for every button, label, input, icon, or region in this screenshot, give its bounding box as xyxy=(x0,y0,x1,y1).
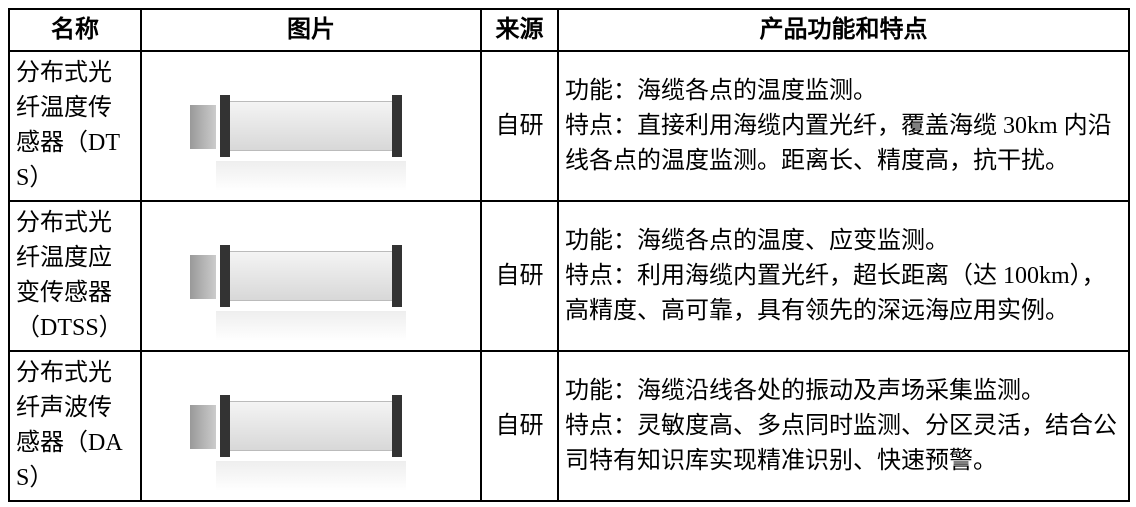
name-cell: 分布式光纤声波传感器（DAS） xyxy=(8,350,142,502)
device-image xyxy=(190,391,406,491)
device-part xyxy=(392,245,402,307)
picture-cell xyxy=(140,350,482,502)
device-part xyxy=(392,95,402,157)
device-part xyxy=(190,105,216,149)
device-part xyxy=(216,311,406,341)
name-cell: 分布式光纤温度应变传感器（DTSS） xyxy=(8,200,142,352)
device-part xyxy=(220,395,230,457)
device-part xyxy=(226,101,396,151)
header-cell: 来源 xyxy=(480,8,559,52)
device-image xyxy=(190,91,406,191)
function-text: 功能：海缆沿线各处的振动及声场采集监测。 xyxy=(565,377,1045,404)
device-part xyxy=(220,95,230,157)
header-cell: 产品功能和特点 xyxy=(557,8,1130,52)
device-part xyxy=(392,395,402,457)
row: 分布式光纤温度传感器（DTS） 自研 功能：海缆各点的温度监测。特点：直接利用海缆内… xyxy=(8,50,1130,202)
device-image xyxy=(190,241,406,341)
feature-cell: 功能：海缆沿线各处的振动及声场采集监测。特点：灵敏度高、多点同时监测、分区灵活，… xyxy=(557,350,1130,502)
device-part xyxy=(226,401,396,451)
picture-cell xyxy=(140,50,482,202)
function-text: 功能：海缆各点的温度、应变监测。 xyxy=(565,227,949,254)
product-table: 名称 图片 来源 产品功能和特点 分布式光纤温度传感器（DTS） 自研 功能：海缆各… xyxy=(8,8,1130,502)
row: 分布式光纤温度应变传感器（DTSS） 自研 功能：海缆各点的温度、应变监测。特点：利… xyxy=(8,200,1130,352)
function-text: 功能：海缆各点的温度监测。 xyxy=(565,77,877,104)
header-row: 名称 图片 来源 产品功能和特点 xyxy=(8,8,1130,52)
source-cell: 自研 xyxy=(480,50,559,202)
device-part xyxy=(216,461,406,491)
feature-text: 特点：灵敏度高、多点同时监测、分区灵活，结合公司特有知识库实现精准识别、快速预警… xyxy=(565,412,1117,474)
row: 分布式光纤声波传感器（DAS） 自研 功能：海缆沿线各处的振动及声场采集监测。特点：… xyxy=(8,350,1130,502)
source-cell: 自研 xyxy=(480,350,559,502)
device-part xyxy=(190,405,216,449)
device-part xyxy=(226,251,396,301)
header-cell: 图片 xyxy=(140,8,482,52)
device-part xyxy=(220,245,230,307)
source-cell: 自研 xyxy=(480,200,559,352)
feature-text: 特点：直接利用海缆内置光纤，覆盖海缆 30km 内沿线各点的温度监测。距离长、精… xyxy=(565,112,1112,174)
feature-text: 特点：利用海缆内置光纤，超长距离（达 100km），高精度、高可靠，具有领先的深… xyxy=(565,262,1106,324)
name-cell: 分布式光纤温度传感器（DTS） xyxy=(8,50,142,202)
device-part xyxy=(190,255,216,299)
device-part xyxy=(216,161,406,191)
header-cell: 名称 xyxy=(8,8,142,52)
feature-cell: 功能：海缆各点的温度、应变监测。特点：利用海缆内置光纤，超长距离（达 100km… xyxy=(557,200,1130,352)
feature-cell: 功能：海缆各点的温度监测。特点：直接利用海缆内置光纤，覆盖海缆 30km 内沿线… xyxy=(557,50,1130,202)
picture-cell xyxy=(140,200,482,352)
